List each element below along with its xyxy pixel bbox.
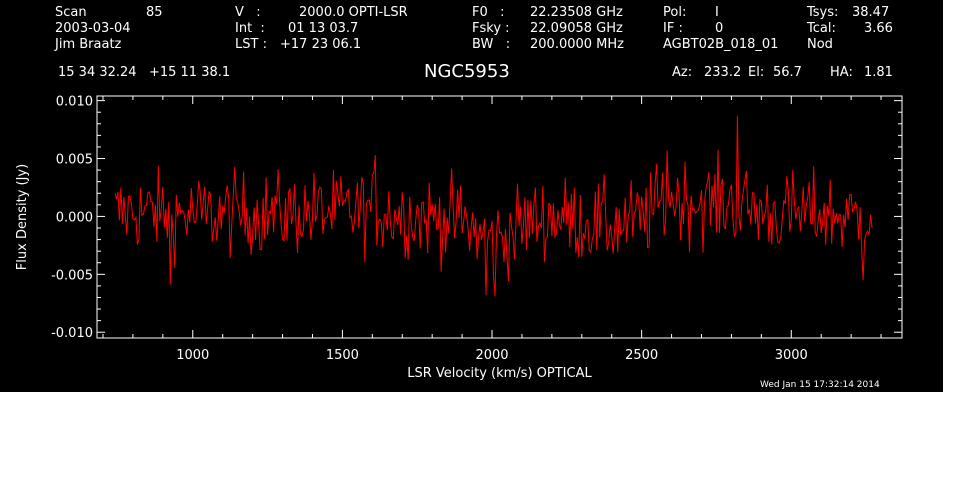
azimuth-label: Az: <box>672 65 693 80</box>
bandwidth-value: 200.0000 MHz <box>530 37 624 52</box>
f0-label: F0 : <box>472 5 505 20</box>
bandwidth-label: BW : <box>472 37 511 52</box>
plot-frame <box>96 95 903 339</box>
azimuth-value: 233.2 <box>704 65 742 80</box>
polarization-value: I <box>715 5 719 20</box>
observation-date: 2003-03-04 <box>55 21 131 36</box>
velocity-value: 2000.0 OPTI-LSR <box>299 5 408 20</box>
scan-value: 85 <box>146 5 163 20</box>
integration-label: Int : <box>235 21 265 36</box>
x-tick-label: 1500 <box>326 348 359 363</box>
spectrum-chart: 1000 1500 2000 2500 3000 -0.010 -0.005 0.000 0.… <box>15 95 903 381</box>
if-label: IF : <box>663 21 683 36</box>
project-id: AGBT02B_018_01 <box>663 37 779 52</box>
y-tick-label: 0.010 <box>56 95 93 110</box>
spectrum-trace <box>114 115 873 297</box>
y-tick-label: -0.010 <box>51 326 93 341</box>
tcal-label: Tcal: <box>807 21 836 36</box>
velocity-label: V : <box>235 5 261 20</box>
integration-value: 01 13 03.7 <box>288 21 359 36</box>
tsys-label: Tsys: <box>807 5 839 20</box>
plot-panel: Scan 85 2003-03-04 Jim Braatz V : 2000.0… <box>0 0 943 392</box>
polarization-label: Pol: <box>663 5 687 20</box>
source-name: NGC5953 <box>424 61 510 82</box>
tcal-value: 3.66 <box>864 21 893 36</box>
y-axis-ticks: -0.010 -0.005 0.000 0.005 0.010 <box>51 95 902 341</box>
f0-value: 22.23508 GHz <box>530 5 623 20</box>
x-tick-label: 1000 <box>176 348 209 363</box>
y-axis-label: Flux Density (Jy) <box>15 164 30 270</box>
fsky-value: 22.09058 GHz <box>530 21 623 36</box>
x-axis-label: LSR Velocity (km/s) OPTICAL <box>407 366 592 381</box>
hour-angle-label: HA: <box>830 65 853 80</box>
observer-name: Jim Braatz <box>55 37 122 52</box>
elevation-label: El: <box>748 65 765 80</box>
fsky-label: Fsky : <box>472 21 510 36</box>
y-tick-label: -0.005 <box>51 268 93 283</box>
hour-angle-value: 1.81 <box>864 65 893 80</box>
y-tick-label: 0.000 <box>56 210 93 225</box>
x-tick-label: 2500 <box>625 348 658 363</box>
y-tick-label: 0.005 <box>56 153 93 168</box>
x-axis-ticks: 1000 1500 2000 2500 3000 <box>102 96 882 363</box>
elevation-value: 56.7 <box>773 65 802 80</box>
procedure-name: Nod <box>807 37 833 52</box>
lst-value: +17 23 06.1 <box>280 37 362 52</box>
tsys-value: 38.47 <box>852 5 890 20</box>
x-tick-label: 3000 <box>775 348 808 363</box>
x-tick-label: 2000 <box>475 348 508 363</box>
if-value: 0 <box>715 21 724 36</box>
scan-label: Scan <box>55 5 87 20</box>
plot-timestamp: Wed Jan 15 17:32:14 2014 <box>760 380 880 390</box>
source-coordinates: 15 34 32.24 +15 11 38.1 <box>58 65 231 80</box>
lst-label: LST : <box>235 37 267 52</box>
